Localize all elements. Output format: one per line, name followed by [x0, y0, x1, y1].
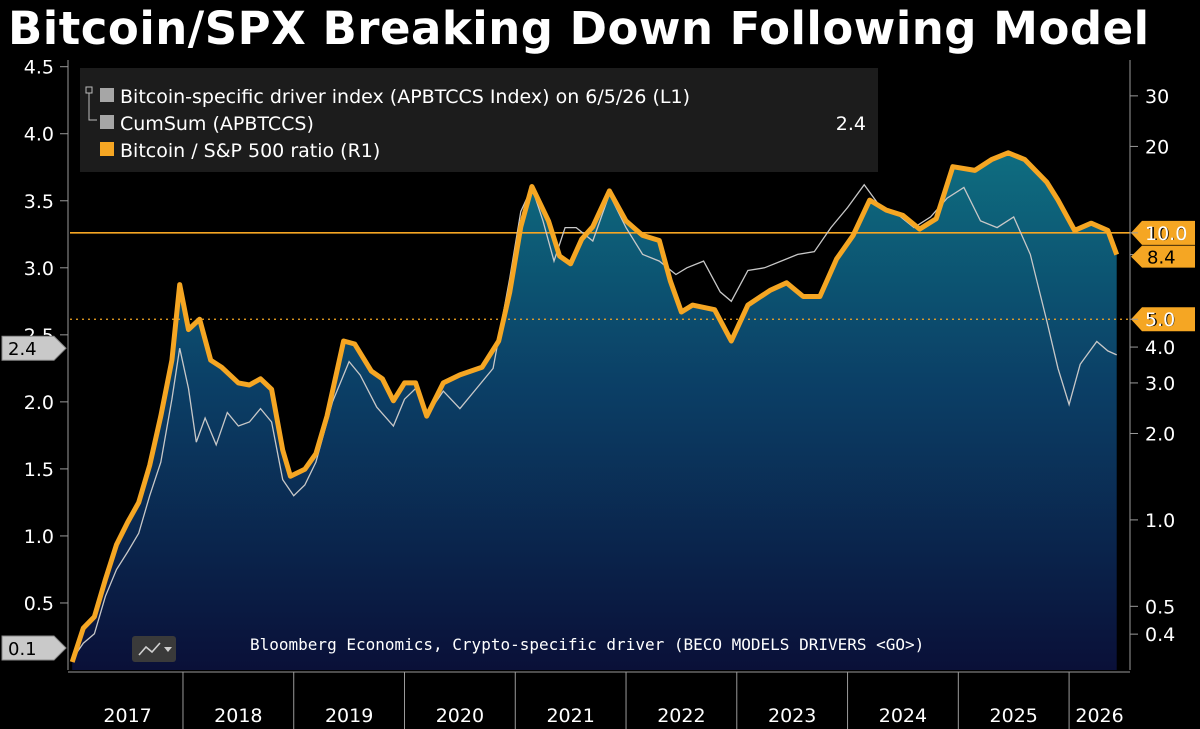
- reference-tag-bg: [1131, 307, 1195, 332]
- reference-tag-10.0: 10.0: [1131, 220, 1195, 245]
- value-tag-left-2.4: 2.4: [1, 335, 67, 361]
- value-tag-label: 8.4: [1147, 248, 1176, 269]
- left-tick-label: 0.5: [24, 593, 54, 615]
- reference-tag-bg: [1131, 220, 1195, 245]
- right-tick-label: 5.0: [1145, 309, 1175, 331]
- right-tick-label: 30: [1145, 86, 1169, 108]
- right-tick-label: 1.0: [1145, 510, 1175, 532]
- left-tick-label: 1.0: [24, 526, 54, 548]
- right-tick-label: 3.0: [1145, 373, 1175, 395]
- x-tick-label: 2026: [1075, 705, 1123, 727]
- x-tick-label: 2022: [657, 705, 705, 727]
- reference-lines-layer: 10.0 5.0: [70, 220, 1195, 332]
- right-tick-label: 2.0: [1145, 423, 1175, 445]
- legend-swatch-0: [100, 88, 114, 102]
- ratio-line: [69, 150, 1120, 663]
- cumsum-line: [71, 183, 1117, 660]
- value-tag-bg: [1, 335, 67, 361]
- right-tick-label: 20: [1145, 136, 1169, 158]
- x-tick-label: 2025: [990, 705, 1038, 727]
- ratio-area-fill: [72, 152, 1117, 671]
- legend-label-0: Bitcoin-specific driver index (APBTCCS I…: [120, 86, 690, 108]
- right-tick-label: 0.5: [1145, 596, 1175, 618]
- axes-layer: 0.51.01.52.02.53.03.54.04.50.40.51.02.03…: [24, 57, 1187, 729]
- x-tick-label: 2023: [768, 705, 816, 727]
- area-layer: [72, 152, 1117, 671]
- x-tick-label: 2018: [214, 705, 262, 727]
- chart-title: Bitcoin/SPX Breaking Down Following Mode…: [8, 2, 1150, 55]
- x-tick-label: 2019: [325, 705, 373, 727]
- left-tick-label: 3.0: [24, 258, 54, 280]
- value-tag-bg: [1131, 245, 1195, 268]
- value-tag-label: 2.4: [8, 339, 37, 360]
- legend-value-1: 2.4: [836, 113, 866, 135]
- x-tick-label: 2021: [546, 705, 594, 727]
- legend-box: [80, 68, 878, 172]
- x-tick-label: 2017: [103, 705, 151, 727]
- left-tick-label: 4.0: [24, 124, 54, 146]
- chart-type-toggle[interactable]: [132, 636, 176, 662]
- reference-tag-5.0: 5.0: [1131, 307, 1195, 332]
- right-tick-label: 10.0: [1145, 223, 1187, 245]
- value-tags-layer: 2.4 0.1 8.4: [1, 245, 1195, 661]
- reference-tag-label: 10.0: [1147, 224, 1187, 245]
- value-tag-right-8.4: 8.4: [1131, 245, 1195, 269]
- left-tick-label: 2.0: [24, 392, 54, 414]
- reference-tag-label: 5.0: [1147, 310, 1176, 331]
- line-chart-icon: [138, 642, 161, 656]
- value-tag-bg: [1, 635, 67, 661]
- source-note: Bloomberg Economics, Crypto-specific dri…: [250, 635, 924, 654]
- right-tick-label: 4.0: [1145, 337, 1175, 359]
- left-tick-label: 1.5: [24, 459, 54, 481]
- left-tick-label: 4.5: [24, 57, 54, 79]
- legend-swatch-1: [100, 115, 114, 129]
- x-tick-label: 2020: [436, 705, 484, 727]
- right-tick-label: 0.4: [1145, 624, 1175, 646]
- value-tag-left-0.1: 0.1: [1, 635, 67, 661]
- left-tick-label: 3.5: [24, 191, 54, 213]
- legend-swatch-2: [100, 142, 114, 156]
- x-tick-label: 2024: [879, 705, 927, 727]
- legend-layer: Bitcoin-specific driver index (APBTCCS I…: [80, 68, 878, 172]
- legend-label-2: Bitcoin / S&P 500 ratio (R1): [120, 140, 380, 162]
- value-tag-label: 0.1: [8, 639, 37, 660]
- legend-label-1: CumSum (APBTCCS): [120, 113, 314, 135]
- series-layer: [69, 150, 1120, 663]
- legend-tree-connector: [88, 93, 97, 121]
- chevron-down-icon: [164, 647, 172, 652]
